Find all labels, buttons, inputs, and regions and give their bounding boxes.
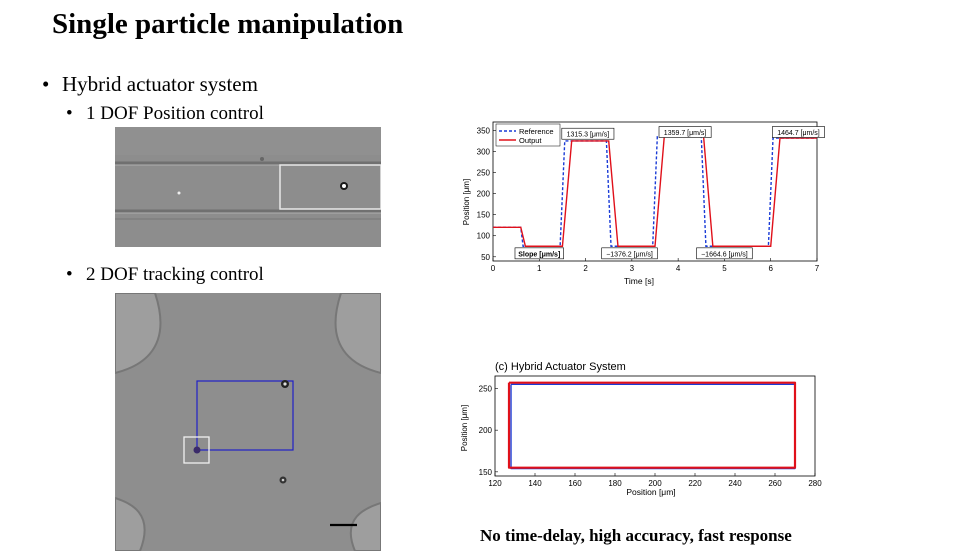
chart1-annotation-4: −1664.6 [μm/s] — [701, 251, 748, 258]
chart1-series-output — [493, 136, 817, 247]
chart1-annotation-5-box — [772, 126, 825, 138]
chart2-xtick-label: 120 — [488, 479, 502, 488]
caption: No time-delay, high accuracy, fast respo… — [480, 526, 792, 545]
chart2-series-output — [507, 381, 797, 469]
chart2-xtick-label: 260 — [768, 479, 782, 488]
chart1-xtick-label: 0 — [491, 264, 496, 273]
chart1-ytick-label: 100 — [477, 232, 491, 241]
bullet-dot: • — [66, 264, 73, 285]
chart1-annotation-3-box — [658, 126, 712, 138]
chart2-ytick-label: 150 — [479, 468, 493, 477]
position-time-chart: Position [μm] Time [s] 0 1 2 3 4 5 6 7 50 100 150 2… — [462, 121, 825, 286]
chart2-xtick-label: 200 — [648, 479, 662, 488]
chart2-xtick-label: 280 — [808, 479, 822, 488]
chart1-legend-label: Reference — [519, 127, 554, 136]
chart2-xtick-label: 160 — [568, 479, 582, 488]
chart2-xtick-label: 140 — [528, 479, 542, 488]
chart1-annotation-5: 1464.7 [μm/s] — [777, 130, 820, 137]
chart2-ylabel: Position [μm] — [460, 405, 469, 451]
bullet-1dof: • 1 DOF Position control — [66, 103, 264, 125]
chart1-ytick-label: 350 — [477, 126, 491, 135]
chart1-ytick-label: 250 — [477, 169, 491, 178]
chart1-annotation-4-box — [696, 247, 753, 260]
chart1-annotation-2: −1376.2 [μm/s] — [606, 251, 653, 258]
bullet-sub2-text: 2 DOF tracking control — [86, 264, 264, 285]
chart1-annotation-1-box — [561, 127, 615, 140]
chart1-xtick-label: 5 — [722, 264, 727, 273]
micrograph-1dof — [115, 127, 381, 247]
chart1-xtick-label: 6 — [768, 264, 773, 273]
chart1-legend-label: Output — [519, 136, 542, 145]
slide-title: Single particle manipulation — [52, 8, 404, 40]
chart2-ytick-label: 200 — [479, 426, 493, 435]
chart1-xlabel: Time [s] — [624, 276, 654, 286]
chart1-ytick-label: 50 — [481, 253, 490, 262]
chart2-xtick-label: 180 — [608, 479, 622, 488]
chart1-ytick-label: 150 — [477, 211, 491, 220]
chart1-ylabel: Position [μm] — [462, 179, 471, 225]
chart2-xtick-label: 220 — [688, 479, 702, 488]
bullet-hybrid-actuator: • Hybrid actuator system — [42, 72, 258, 97]
bullet-dot: • — [42, 72, 50, 96]
bullet-main-text: Hybrid actuator system — [62, 72, 258, 96]
bullet-2dof: • 2 DOF tracking control — [66, 264, 264, 286]
bullet-sub1-text: 1 DOF Position control — [86, 103, 264, 124]
micrograph-2dof — [115, 293, 381, 551]
chart1-annotation-2-box — [601, 247, 658, 260]
chart1-xtick-label: 4 — [676, 264, 681, 273]
chart1-xtick-label: 1 — [537, 264, 542, 273]
chart1-xtick-label: 2 — [583, 264, 588, 273]
chart1-annotation-3: 1359.7 [μm/s] — [664, 130, 707, 137]
chart2-xtick-label: 240 — [728, 479, 742, 488]
chart1-annotation-slope: Slope [μm/s] — [518, 251, 560, 258]
tracking-chart: (c) Hybrid Actuator System Position [μm]… — [460, 361, 822, 497]
chart2-ytick-label: 250 — [479, 385, 493, 394]
chart1-annotation-slope-box — [514, 247, 564, 260]
chart1-ytick-label: 200 — [477, 190, 491, 199]
chart1-ytick-label: 300 — [477, 147, 491, 156]
bullet-dot: • — [66, 103, 73, 124]
chart2-xlabel: Position [μm] — [626, 487, 675, 497]
chart2-plot-frame — [494, 375, 816, 477]
chart1-xtick-label: 7 — [815, 264, 820, 273]
chart1-annotation-1: 1315.3 [μm/s] — [567, 132, 610, 139]
chart1-xtick-label: 3 — [630, 264, 635, 273]
chart2-title: (c) Hybrid Actuator System — [495, 361, 626, 373]
